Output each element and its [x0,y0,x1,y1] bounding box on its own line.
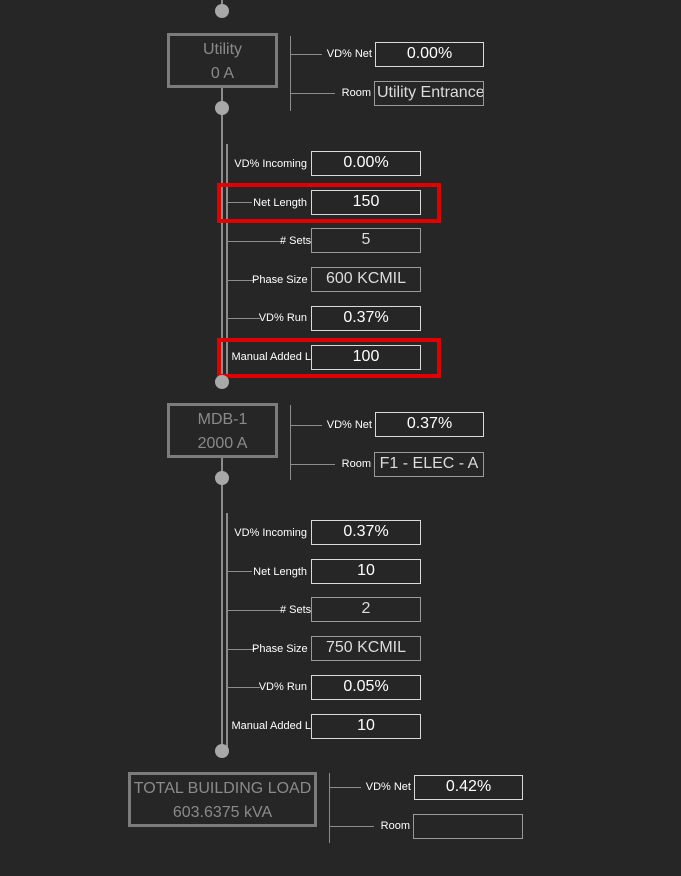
total-kva: 603.6375 kVA [172,804,273,821]
feeder2-manual-added-field[interactable]: 10 [311,714,421,739]
feeder2-props-bracket [226,513,228,751]
feeder2-vd-incoming-field[interactable]: 0.37% [311,520,421,545]
feeder1-sets-label: # Sets [280,235,312,247]
utility-amps: 0 A [210,65,235,82]
total-room-label: Room [380,820,410,832]
feeder2-vd-incoming-label: VD% Incoming [234,527,307,539]
mdb1-props-bracket [290,405,291,480]
mdb1-output-dot[interactable] [215,471,229,485]
feeder2-net-length-leader [226,571,252,572]
feeder1-vd-run-field[interactable]: 0.37% [311,306,421,331]
total-room-leader [329,826,374,827]
feeder1-manual-added-field[interactable]: 100 [311,345,421,370]
feeder1-sets-leader [226,241,284,242]
feeder2-vd-run-label: VD% Run [258,681,307,693]
feeder1-net-length-field[interactable]: 150 [311,190,421,215]
feeder1-main-line [221,88,223,383]
feeder2-phase-size-leader [226,649,256,650]
feeder2-sets-label: # Sets [280,604,312,616]
utility-output-dot[interactable] [215,101,229,115]
total-vdnet-label: VD% Net [365,781,411,793]
total-building-load-node[interactable]: TOTAL BUILDING LOAD 603.6375 kVA [128,772,317,827]
utility-room-leader [290,93,335,94]
feeder2-phase-size-label: Phase Size [252,643,308,655]
mdb1-name: MDB-1 [197,411,248,428]
feeder1-manual-added-label: Manual Added L [231,351,311,363]
mdb1-vdnet-leader [290,425,322,426]
utility-node[interactable]: Utility 0 A [167,33,278,88]
feeder2-phase-size-field[interactable]: 750 KCMIL [311,636,421,661]
utility-name: Utility [202,41,243,58]
feeder1-props-bracket [226,144,228,382]
feeder1-vd-run-label: VD% Run [258,312,307,324]
feeder2-sets-leader [226,610,284,611]
mdb1-input-dot[interactable] [215,375,229,389]
mdb1-room-field[interactable]: F1 - ELEC - A [374,452,484,477]
feeder2-manual-added-label: Manual Added L [231,720,311,732]
feeder1-vd-run-leader [226,318,260,319]
mdb1-vdnet-label: VD% Net [326,419,372,431]
total-room-field[interactable] [413,814,523,839]
feeder2-vd-run-leader [226,687,260,688]
total-input-dot[interactable] [215,744,229,758]
feeder1-vd-incoming-field[interactable]: 0.00% [311,151,421,176]
total-vdnet-leader [329,787,361,788]
feeder2-main-line [221,458,223,753]
feeder1-phase-size-field[interactable]: 600 KCMIL [311,267,421,292]
utility-props-bracket [290,36,291,111]
mdb1-room-leader [290,464,335,465]
utility-vdnet-label: VD% Net [326,48,372,60]
mdb1-amps: 2000 A [197,435,248,452]
feeder2-net-length-field[interactable]: 10 [311,559,421,584]
feeder1-net-length-label: Net Length [253,197,307,209]
feeder1-net-length-leader [226,202,252,203]
utility-room-field[interactable]: Utility Entrance [374,81,484,106]
feeder1-vd-incoming-label: VD% Incoming [234,158,307,170]
utility-room-label: Room [341,87,371,99]
utility-vdnet-leader [290,54,322,55]
feeder1-net-length-highlight [217,183,441,223]
feeder1-phase-size-leader [226,280,256,281]
total-vdnet-field[interactable]: 0.42% [414,775,523,800]
mdb1-room-label: Room [341,458,371,470]
mdb1-node[interactable]: MDB-1 2000 A [167,403,278,458]
feeder1-sets-field[interactable]: 5 [311,228,421,253]
feeder1-phase-size-label: Phase Size [252,274,308,286]
top-connector-dot[interactable] [215,4,229,18]
utility-vdnet-field[interactable]: 0.00% [375,42,484,67]
total-name: TOTAL BUILDING LOAD [133,780,312,797]
feeder2-vd-run-field[interactable]: 0.05% [311,675,421,700]
feeder2-sets-field[interactable]: 2 [311,597,421,622]
total-props-bracket [329,773,330,843]
feeder1-manual-added-highlight [217,338,441,378]
feeder2-net-length-label: Net Length [253,566,307,578]
mdb1-vdnet-field[interactable]: 0.37% [375,412,484,437]
